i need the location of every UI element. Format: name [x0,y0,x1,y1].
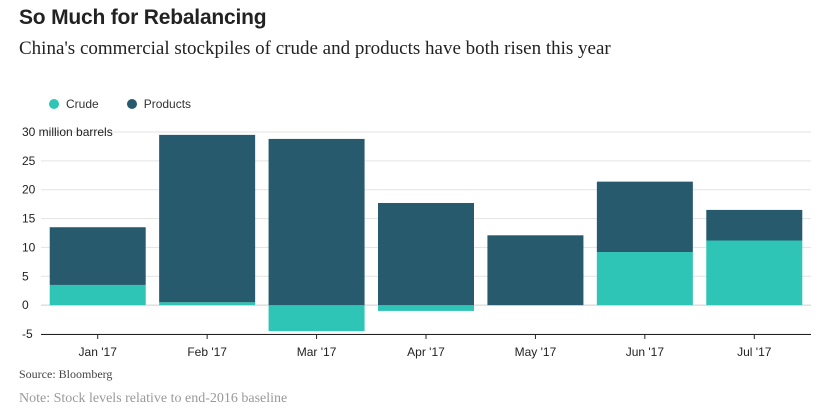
x-tick-label: Feb '17 [187,345,227,359]
y-tick-label: 30 million barrels [22,125,113,139]
chart-legend: Crude Products [49,97,191,111]
bar-crude [49,284,146,306]
legend-label-products: Products [143,97,192,111]
bar-crude [159,302,256,306]
legend-swatch-products [126,99,137,109]
chart-title: So Much for Rebalancing [19,6,267,29]
y-tick-label: 10 [22,240,36,254]
y-tick-label: 5 [22,269,29,283]
bar-products [49,227,146,285]
x-tick-label: Apr '17 [407,345,445,359]
y-tick-label: 15 [22,212,36,226]
footnote: Note: Stock levels relative to end-2016 … [19,391,288,406]
chart-subtitle: China's commercial stockpiles of crude a… [19,38,611,59]
legend-item-crude: Crude [49,97,99,111]
x-tick-label: Jul '17 [737,345,772,359]
bar-products [487,235,584,306]
x-tick-label: May '17 [515,345,557,359]
y-tick-label: -5 [22,327,33,341]
bar-products [596,181,693,253]
bar-products [268,138,365,306]
bar-crude [378,305,474,311]
y-tick-label: 0 [22,298,29,312]
bar-products [706,209,803,241]
x-tick-label: Jan '17 [79,345,118,359]
bar-products [378,202,474,306]
source-note: Source: Bloomberg [19,367,113,381]
legend-item-products: Products [126,97,192,111]
bar-crude [706,240,803,306]
legend-swatch-crude [49,99,59,109]
x-tick-label: Jun '17 [626,345,665,359]
bar-crude [268,305,365,332]
x-tick-label: Mar '17 [297,345,337,359]
y-tick-label: 25 [22,154,36,168]
legend-label-crude: Crude [66,97,99,111]
bar-crude [596,252,693,306]
y-tick-label: 20 [22,183,36,197]
bar-products [159,134,256,303]
